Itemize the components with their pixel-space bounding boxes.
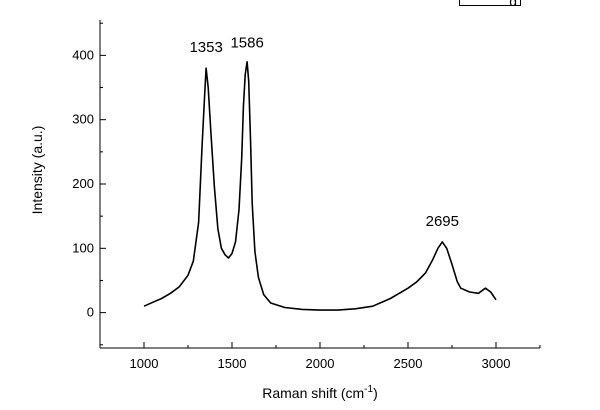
ticks: 1000 1500 2000 2500 3000 0 100 200 300 400 — [72, 22, 541, 371]
x-axis-title: Raman shift (cm-1) — [262, 384, 378, 401]
y-tick-label: 200 — [72, 176, 94, 191]
x-tick-label: 2000 — [306, 356, 335, 371]
labels: 1353 1586 2695 Raman shift (cm-1) Intensity … — [29, 35, 459, 401]
legend-text: g — [509, 0, 517, 5]
x-tick-label: 3000 — [482, 356, 511, 371]
y-tick-label: 300 — [72, 112, 94, 127]
y-tick-label: 100 — [72, 240, 94, 255]
series — [143, 60, 497, 311]
raman-spectrum-line — [143, 60, 497, 311]
legend-box: g — [459, 0, 521, 6]
axes — [99, 20, 540, 349]
x-tick-label: 1000 — [130, 356, 159, 371]
x-tick-label: 2500 — [394, 356, 423, 371]
peak-label: 2695 — [426, 213, 459, 230]
x-tick-label: 1500 — [218, 356, 247, 371]
y-axis-title: Intensity (a.u.) — [29, 126, 45, 215]
peak-label: 1586 — [230, 35, 263, 52]
peak-label: 1353 — [189, 39, 222, 56]
y-tick-label: 0 — [87, 305, 94, 320]
y-tick-label: 400 — [72, 47, 94, 62]
